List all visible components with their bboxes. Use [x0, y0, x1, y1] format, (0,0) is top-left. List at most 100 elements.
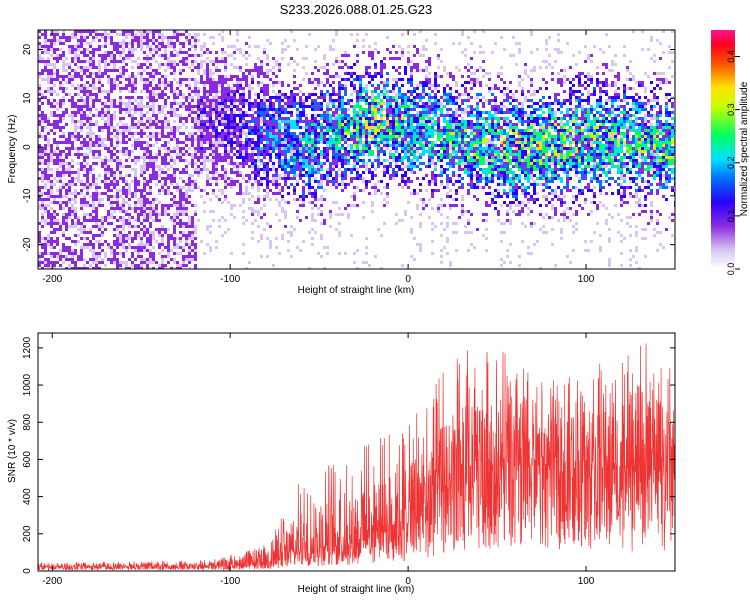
heatmap-cell — [128, 84, 131, 87]
heatmap-cell — [302, 78, 305, 81]
heatmap-cell — [239, 135, 242, 138]
heatmap-cell — [125, 36, 128, 39]
heatmap-cell — [146, 267, 149, 269]
heatmap-cell — [86, 117, 89, 120]
heatmap-cell — [110, 141, 113, 144]
heatmap-cell — [53, 162, 56, 165]
heatmap-cell — [173, 138, 176, 141]
heatmap-cell — [149, 258, 152, 261]
heatmap-cell — [164, 216, 167, 219]
heatmap-cell — [185, 225, 188, 228]
heatmap-cell — [86, 156, 89, 159]
heatmap-cell — [44, 219, 47, 222]
heatmap-cell — [179, 213, 182, 216]
heatmap-cell — [131, 45, 134, 48]
heatmap-cell — [161, 93, 164, 96]
heatmap-cell — [149, 210, 152, 213]
heatmap-cell — [188, 105, 191, 108]
heatmap-cell — [53, 87, 56, 90]
heatmap-cell — [236, 165, 239, 168]
heatmap-cell — [185, 255, 188, 258]
heatmap-cell — [149, 156, 152, 159]
heatmap-cell — [275, 183, 278, 186]
heatmap-cell — [326, 63, 329, 66]
heatmap-cell — [257, 138, 260, 141]
heatmap-cell — [176, 168, 179, 171]
heatmap-cell — [242, 237, 245, 240]
heatmap-cell — [98, 174, 101, 177]
heatmap-cell — [182, 51, 185, 54]
heatmap-cell — [308, 141, 311, 144]
heatmap-cell — [164, 51, 167, 54]
heatmap-cell — [134, 78, 137, 81]
heatmap-cell — [41, 168, 44, 171]
heatmap-cell — [62, 189, 65, 192]
heatmap-cell — [167, 57, 170, 60]
heatmap-cell — [119, 207, 122, 210]
heatmap-cell — [47, 177, 50, 180]
heatmap-cell — [80, 117, 83, 120]
heatmap-cell — [272, 105, 275, 108]
heatmap-cell — [179, 144, 182, 147]
heatmap-cell — [200, 78, 203, 81]
heatmap-cell — [143, 123, 146, 126]
heatmap-cell — [149, 75, 152, 78]
heatmap-cell — [161, 141, 164, 144]
heatmap-cell — [332, 87, 335, 90]
heatmap-cell — [173, 42, 176, 45]
heatmap-cell — [80, 180, 83, 183]
heatmap-cell — [47, 51, 50, 54]
heatmap-cell — [245, 78, 248, 81]
heatmap-cell — [74, 234, 77, 237]
heatmap-cell — [197, 171, 200, 174]
heatmap-cell — [113, 81, 116, 84]
heatmap-cell — [197, 162, 200, 165]
heatmap-cell — [68, 30, 71, 33]
heatmap-cell — [248, 192, 251, 195]
heatmap-cell — [143, 201, 146, 204]
spectrogram-cells — [38, 30, 675, 269]
heatmap-cell — [284, 156, 287, 159]
heatmap-cell — [110, 195, 113, 198]
heatmap-cell — [341, 111, 344, 114]
heatmap-cell — [161, 222, 164, 225]
heatmap-cell — [86, 225, 89, 228]
heatmap-cell — [344, 171, 347, 174]
heatmap-cell — [254, 153, 257, 156]
heatmap-cell — [290, 57, 293, 60]
heatmap-cell — [74, 240, 77, 243]
heatmap-cell — [149, 192, 152, 195]
heatmap-cell — [110, 222, 113, 225]
heatmap-cell — [296, 87, 299, 90]
heatmap-cell — [179, 33, 182, 36]
heatmap-cell — [167, 39, 170, 42]
heatmap-cell — [101, 243, 104, 246]
heatmap-cell — [200, 240, 203, 243]
heatmap-cell — [125, 129, 128, 132]
heatmap-cell — [188, 237, 191, 240]
heatmap-cell — [287, 126, 290, 129]
heatmap-cell — [50, 81, 53, 84]
heatmap-cell — [275, 114, 278, 117]
heatmap-cell — [263, 129, 266, 132]
heatmap-cell — [269, 126, 272, 129]
heatmap-cell — [98, 159, 101, 162]
heatmap-cell — [206, 33, 209, 36]
heatmap-cell — [77, 186, 80, 189]
heatmap-cell — [137, 138, 140, 141]
heatmap-cell — [137, 246, 140, 249]
heatmap-cell — [194, 120, 197, 123]
heatmap-cell — [104, 219, 107, 222]
heatmap-cell — [248, 132, 251, 135]
heatmap-cell — [119, 195, 122, 198]
heatmap-cell — [44, 150, 47, 153]
heatmap-cell — [227, 126, 230, 129]
heatmap-cell — [269, 246, 272, 249]
heatmap-cell — [266, 108, 269, 111]
heatmap-cell — [38, 120, 41, 123]
heatmap-cell — [38, 159, 41, 162]
heatmap-cell — [155, 156, 158, 159]
heatmap-cell — [275, 129, 278, 132]
heatmap-cell — [170, 105, 173, 108]
heatmap-cell — [218, 69, 221, 72]
